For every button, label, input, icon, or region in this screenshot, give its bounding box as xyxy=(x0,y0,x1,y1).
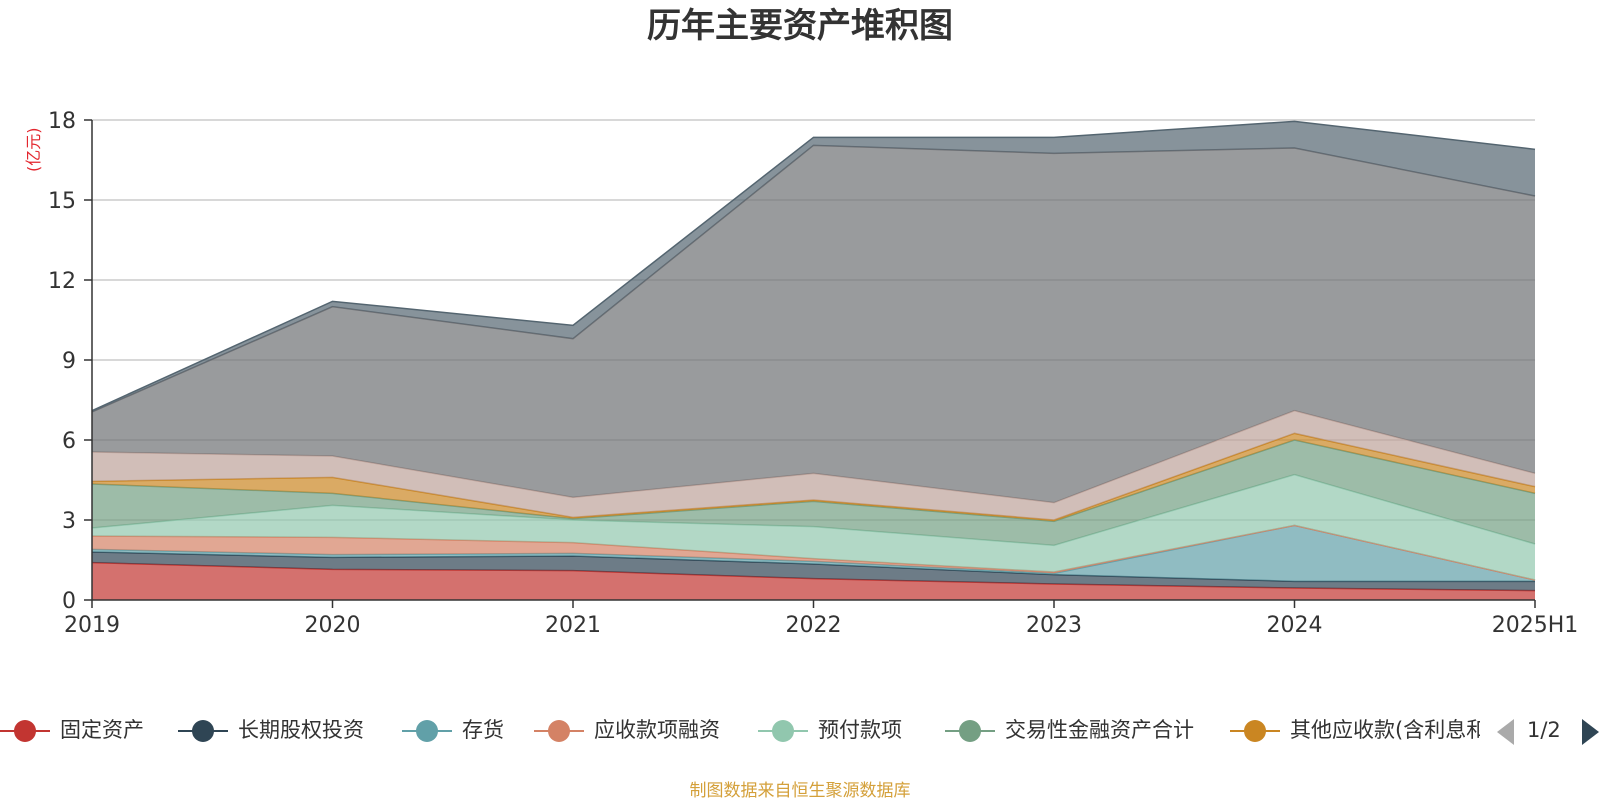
series-area-2 xyxy=(92,525,1535,582)
x-tick-label: 2019 xyxy=(64,613,120,638)
legend-label: 预付款项 xyxy=(818,718,902,742)
chart-legend: 固定资产 长期股权投资 存货 应收款项融资 预付款项 交易性金融资产合计 其他应收款(含利息… xyxy=(0,711,1600,751)
legend-label: 长期股权投资 xyxy=(238,718,364,742)
legend-label: 应收款项融资 xyxy=(594,718,720,742)
legend-marker-icon xyxy=(178,720,228,742)
series-area-8 xyxy=(92,145,1535,503)
x-tick-label: 2020 xyxy=(305,613,361,638)
legend-marker-dot xyxy=(14,720,36,742)
series-area-6 xyxy=(92,433,1535,522)
legend-marker-icon xyxy=(0,720,50,742)
legend-marker-dot xyxy=(959,720,981,742)
legend-prev-page-icon[interactable] xyxy=(1497,719,1514,745)
x-tick-label: 2024 xyxy=(1267,613,1323,638)
series-area-5 xyxy=(92,440,1535,546)
x-tick-label: 2022 xyxy=(786,613,842,638)
legend-pager: 1/2 xyxy=(1497,711,1600,751)
y-tick-label: 12 xyxy=(48,269,76,294)
x-tick-label: 2023 xyxy=(1026,613,1082,638)
legend-marker-dot xyxy=(416,720,438,742)
legend-next-page-icon[interactable] xyxy=(1582,719,1599,745)
legend-marker-icon xyxy=(1230,720,1280,742)
legend-marker-icon xyxy=(758,720,808,742)
legend-label: 其他应收款(含利息和股利) xyxy=(1290,718,1480,742)
legend-marker-dot xyxy=(772,720,794,742)
legend-marker-dot xyxy=(192,720,214,742)
y-tick-label: 0 xyxy=(62,589,76,614)
series-area-1 xyxy=(92,552,1535,591)
y-tick-label: 9 xyxy=(62,349,76,374)
y-tick-label: 3 xyxy=(62,509,76,534)
legend-label: 固定资产 xyxy=(60,718,144,742)
legend-label: 交易性金融资产合计 xyxy=(1005,718,1194,742)
legend-marker-dot xyxy=(1244,720,1266,742)
legend-marker-icon xyxy=(402,720,452,742)
y-tick-label: 15 xyxy=(48,189,76,214)
series-area-9 xyxy=(92,121,1535,412)
series-line-9 xyxy=(91,120,1536,412)
y-tick-label: 6 xyxy=(62,429,76,454)
series-area-3 xyxy=(92,525,1535,580)
legend-marker-icon xyxy=(534,720,584,742)
legend-marker-dot xyxy=(548,720,570,742)
legend-marker-icon xyxy=(945,720,995,742)
legend-page-indicator: 1/2 xyxy=(1527,718,1561,742)
data-source-footer: 制图数据来自恒生聚源数据库 xyxy=(689,781,911,801)
chart-title: 历年主要资产堆积图 xyxy=(647,6,953,46)
x-tick-label: 2025H1 xyxy=(1492,613,1579,638)
legend-label: 存货 xyxy=(462,718,504,742)
y-tick-label: 18 xyxy=(48,109,76,134)
legend-items: 固定资产 长期股权投资 存货 应收款项融资 预付款项 交易性金融资产合计 其他应收款(含利息… xyxy=(0,711,1480,751)
series-area-7 xyxy=(92,410,1535,520)
series-area-0 xyxy=(92,562,1535,600)
x-tick-label: 2021 xyxy=(545,613,601,638)
